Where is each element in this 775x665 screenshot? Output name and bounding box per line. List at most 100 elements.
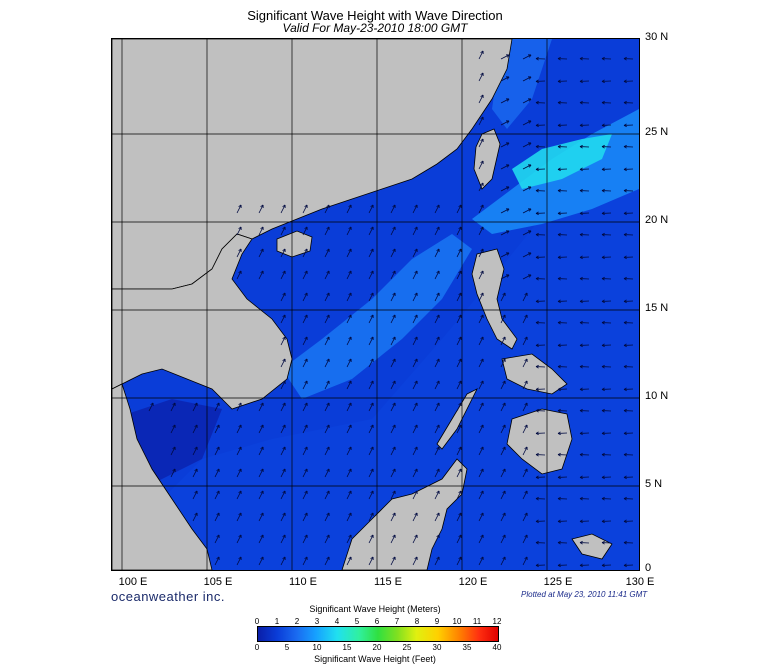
wave-arrow — [434, 534, 440, 544]
wave-arrow-head — [579, 234, 583, 237]
wave-arrow — [522, 336, 528, 346]
wave-arrow — [390, 248, 396, 258]
wave-arrow — [434, 402, 440, 412]
wave-arrow-head — [557, 255, 561, 258]
lon-label-105e: 105 E — [203, 576, 233, 588]
wave-arrow — [302, 512, 308, 522]
wave-arrow — [280, 556, 286, 566]
wave-arrow — [522, 534, 528, 544]
wave-arrow — [500, 98, 510, 104]
wave-arrow-head — [601, 343, 605, 346]
wave-arrow-head — [414, 336, 418, 340]
colorbar-feet-tick: 20 — [372, 643, 382, 652]
wave-arrow-head — [557, 498, 561, 501]
wave-arrow — [390, 226, 396, 236]
wave-arrow — [368, 204, 374, 214]
wave-arrow-head — [326, 314, 330, 318]
wave-arrow-head — [623, 410, 627, 413]
wave-arrow-head — [282, 512, 286, 516]
wave-arrow-head — [458, 490, 462, 494]
wave-arrow-head — [535, 431, 539, 434]
wave-arrow-head — [436, 380, 440, 384]
wave-arrow-head — [414, 358, 418, 362]
wave-arrow-head — [601, 345, 605, 348]
wave-arrow-head — [601, 81, 605, 84]
wave-arrow-head — [348, 424, 352, 428]
wave-arrow — [346, 468, 352, 478]
wave-arrow-head — [528, 208, 532, 212]
wave-arrow-head — [304, 336, 308, 340]
wave-arrow-head — [579, 278, 583, 281]
wave-arrow-head — [238, 556, 242, 560]
wave-arrow — [368, 380, 374, 390]
wave-arrow — [434, 490, 440, 500]
wave-arrow-head — [282, 556, 286, 560]
wave-arrow-head — [194, 490, 198, 494]
wave-arrow-head — [535, 343, 539, 346]
wave-arrow-head — [414, 204, 418, 208]
wave-arrow-head — [623, 433, 627, 436]
wave-arrow-head — [557, 519, 561, 522]
wave-arrow-head — [557, 320, 561, 323]
wave-arrow-head — [623, 146, 627, 149]
wave-arrow-head — [260, 556, 264, 560]
wave-arrow-head — [601, 102, 605, 105]
colorbar-feet-tick: 30 — [432, 643, 442, 652]
wave-arrow-head — [436, 226, 440, 230]
wave-arrow-head — [579, 276, 583, 279]
wave-arrow — [324, 468, 330, 478]
wave-arrow-head — [623, 408, 627, 411]
wave-arrow-head — [348, 402, 352, 406]
wave-arrow — [214, 490, 220, 500]
wave-arrow-head — [623, 167, 627, 170]
wave-arrow — [434, 446, 440, 456]
wave-arrow-head — [579, 257, 583, 260]
wave-arrow-head — [392, 292, 396, 296]
wave-arrow — [522, 424, 528, 434]
wave-arrow-head — [348, 226, 352, 230]
wave-arrow-head — [535, 100, 539, 103]
wave-arrow-head — [370, 556, 374, 560]
wave-arrow-head — [623, 276, 627, 279]
wave-arrow-head — [601, 58, 605, 61]
wave-arrow-head — [414, 380, 418, 384]
wave-arrow — [302, 204, 308, 214]
wave-arrow-head — [579, 146, 583, 149]
wave-arrow-head — [579, 364, 583, 367]
wave-arrow — [236, 424, 242, 434]
wave-arrow-head — [601, 146, 605, 149]
wave-arrow-head — [348, 248, 352, 252]
wave-arrow-head — [557, 477, 561, 480]
wave-arrow — [390, 446, 396, 456]
wave-arrow-head — [436, 490, 440, 494]
wave-arrow-head — [623, 452, 627, 455]
wave-arrow-head — [238, 534, 242, 538]
wave-arrow-head — [601, 257, 605, 260]
wave-arrow-head — [502, 512, 506, 516]
wave-arrow-head — [557, 146, 561, 149]
wave-arrow-head — [579, 123, 583, 126]
colorbar-meter-tick: 6 — [374, 617, 380, 626]
wave-arrow-head — [458, 270, 462, 274]
wave-arrow — [192, 402, 198, 412]
wave-arrow-head — [216, 556, 220, 560]
wave-arrow-head — [414, 226, 418, 230]
wave-arrow — [346, 270, 352, 280]
wave-arrow-head — [480, 468, 484, 472]
wave-arrow-head — [414, 424, 418, 428]
wave-arrow-head — [535, 301, 539, 304]
wave-arrow-head — [370, 512, 374, 516]
wave-arrow-head — [458, 534, 462, 538]
wave-arrow-head — [458, 204, 462, 208]
wave-arrow — [192, 512, 198, 522]
wave-arrow-head — [535, 190, 539, 193]
wave-arrow — [280, 490, 286, 500]
wave-arrow — [456, 204, 462, 214]
wave-arrow — [500, 252, 510, 258]
wave-arrow-head — [579, 540, 583, 543]
wave-arrow-head — [528, 76, 532, 80]
wave-arrow-head — [480, 490, 484, 494]
wave-arrow — [236, 248, 242, 258]
wave-arrow-head — [238, 512, 242, 516]
indochina-landmass — [112, 233, 293, 410]
